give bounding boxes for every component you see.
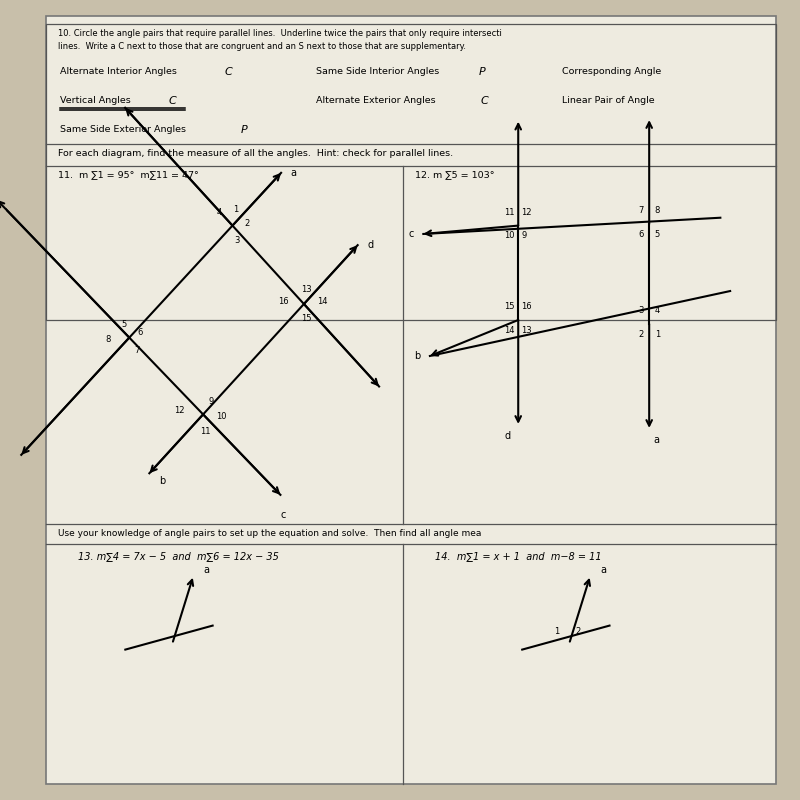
Text: 6: 6 [138,328,143,337]
Text: For each diagram, find the measure of all the angles.  Hint: check for parallel : For each diagram, find the measure of al… [58,149,453,158]
Text: 2: 2 [575,627,580,637]
Text: 11: 11 [504,208,515,217]
Text: C: C [169,96,177,106]
Text: a: a [203,565,209,574]
Text: 14.  m∑1 = x + 1  and  m−8 = 11: 14. m∑1 = x + 1 and m−8 = 11 [435,551,602,561]
Text: 12: 12 [522,208,532,217]
Text: 13. m∑4 = 7x − 5  and  m∑6 = 12x − 35: 13. m∑4 = 7x − 5 and m∑6 = 12x − 35 [78,551,278,561]
Text: 8: 8 [106,335,110,344]
Text: 13: 13 [301,285,311,294]
Text: 4: 4 [654,306,660,315]
Text: Linear Pair of Angle: Linear Pair of Angle [562,96,654,106]
Text: C: C [225,67,232,77]
Text: Vertical Angles: Vertical Angles [60,96,131,106]
Text: 14: 14 [504,326,515,334]
Text: 3: 3 [638,306,644,315]
Text: Corresponding Angle: Corresponding Angle [562,67,661,77]
Text: 1: 1 [554,627,559,637]
Text: 3: 3 [234,236,239,245]
Text: 2: 2 [638,330,644,338]
Text: c: c [280,510,286,520]
FancyBboxPatch shape [46,16,776,784]
Text: 16: 16 [522,302,532,311]
Text: 4: 4 [217,208,222,218]
Text: Use your knowledge of angle pairs to set up the equation and solve.  Then find a: Use your knowledge of angle pairs to set… [58,529,482,538]
Text: 11.  m ∑1 = 95°  m∑11 = 47°: 11. m ∑1 = 95° m∑11 = 47° [58,170,198,179]
Text: Same Side Interior Angles: Same Side Interior Angles [316,67,439,77]
Text: 2: 2 [245,219,250,228]
Text: a: a [600,565,606,574]
Text: d: d [504,431,510,441]
Text: 7: 7 [134,346,140,355]
Text: a: a [653,435,659,445]
Text: b: b [414,351,420,361]
Text: 1: 1 [654,330,660,338]
Text: 5: 5 [121,320,126,330]
Text: 9: 9 [208,397,214,406]
Text: C: C [481,96,489,106]
Text: Alternate Interior Angles: Alternate Interior Angles [60,67,177,77]
Text: 11: 11 [200,427,210,436]
Text: b: b [159,476,165,486]
Text: 16: 16 [278,298,289,306]
Text: 10: 10 [217,412,227,421]
Text: c: c [409,229,414,239]
Text: 7: 7 [638,206,644,215]
Text: 10. Circle the angle pairs that require parallel lines.  Underline twice the pai: 10. Circle the angle pairs that require … [58,29,502,38]
Text: a: a [290,168,297,178]
Text: Alternate Exterior Angles: Alternate Exterior Angles [316,96,435,106]
Text: 1: 1 [233,205,238,214]
Text: d: d [367,240,374,250]
Text: 6: 6 [638,230,644,238]
Text: 10: 10 [504,231,515,240]
Text: P: P [241,125,247,134]
Text: 13: 13 [522,326,532,334]
Text: Same Side Exterior Angles: Same Side Exterior Angles [60,125,186,134]
Text: 9: 9 [522,231,527,240]
Text: 12: 12 [174,406,185,414]
Text: 5: 5 [654,230,660,238]
Text: lines.  Write a C next to those that are congruent and an S next to those that a: lines. Write a C next to those that are … [58,42,466,51]
Text: 15: 15 [301,314,311,323]
Text: 15: 15 [504,302,515,311]
Text: P: P [478,67,486,77]
Text: 14: 14 [318,298,328,306]
Text: 12. m ∑5 = 103°: 12. m ∑5 = 103° [415,170,494,179]
Text: 8: 8 [654,206,660,215]
